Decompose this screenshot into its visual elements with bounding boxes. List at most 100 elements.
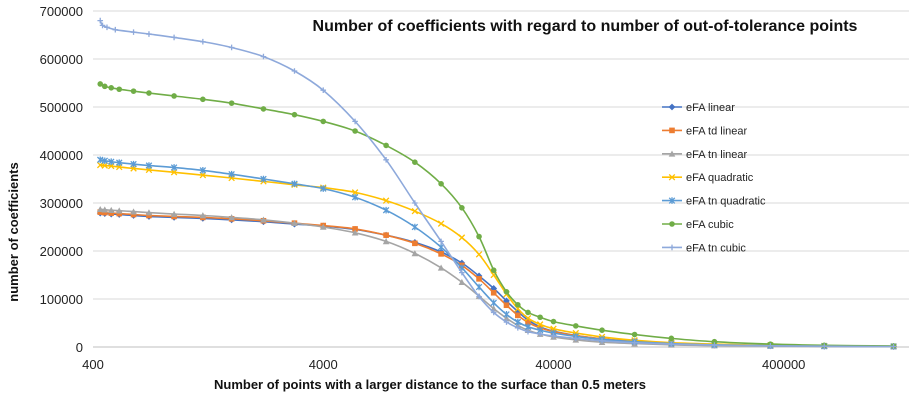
data-point bbox=[107, 206, 115, 213]
data-point bbox=[711, 338, 718, 345]
data-point bbox=[228, 214, 235, 221]
y-tick-label: 0 bbox=[76, 340, 83, 355]
legend-marker bbox=[669, 221, 675, 227]
data-point bbox=[458, 278, 466, 285]
legend-marker bbox=[668, 103, 676, 111]
data-point bbox=[525, 328, 531, 335]
legend-marker bbox=[668, 197, 676, 204]
data-point bbox=[490, 309, 497, 316]
y-tick-label: 600000 bbox=[40, 52, 83, 67]
legend-item: eFA linear bbox=[662, 102, 735, 114]
data-point bbox=[458, 234, 466, 241]
legend-item: eFA quadratic bbox=[662, 172, 754, 184]
data-point bbox=[537, 331, 543, 337]
data-point bbox=[573, 335, 579, 342]
data-point bbox=[260, 216, 267, 223]
data-point bbox=[170, 210, 178, 217]
data-point bbox=[476, 293, 482, 300]
data-point bbox=[96, 205, 104, 213]
data-point bbox=[573, 323, 579, 329]
legend-label: eFA cubic bbox=[686, 219, 734, 231]
data-point bbox=[351, 193, 359, 201]
legend-label: eFA tn linear bbox=[686, 149, 747, 161]
data-point bbox=[108, 85, 115, 91]
legend-marker bbox=[668, 150, 676, 157]
data-point bbox=[503, 311, 510, 318]
data-point bbox=[145, 209, 153, 216]
data-point bbox=[459, 269, 465, 276]
x-tick-label: 4000 bbox=[309, 357, 338, 372]
series-layer bbox=[96, 17, 897, 350]
data-point bbox=[170, 164, 178, 171]
data-point bbox=[515, 312, 521, 319]
axis-layer: 0 100000 200000 300000 400000 500000 600000 700… bbox=[40, 4, 909, 372]
data-point bbox=[411, 207, 419, 215]
data-point bbox=[319, 185, 327, 192]
data-point bbox=[130, 208, 137, 215]
legend-label: eFA quadratic bbox=[686, 172, 754, 184]
data-point bbox=[101, 206, 109, 213]
data-point bbox=[503, 302, 510, 309]
data-point bbox=[503, 319, 510, 325]
legend-item: eFA tn cubic bbox=[662, 242, 746, 254]
data-point bbox=[503, 289, 510, 295]
data-point bbox=[97, 209, 104, 215]
data-point bbox=[170, 169, 178, 176]
data-point bbox=[383, 157, 389, 163]
x-tick-label: 400 bbox=[82, 357, 104, 372]
data-point bbox=[550, 318, 557, 325]
data-point bbox=[599, 327, 605, 334]
data-point bbox=[890, 343, 897, 350]
data-point bbox=[412, 159, 418, 165]
data-point bbox=[476, 233, 482, 240]
data-point bbox=[199, 171, 207, 179]
data-point bbox=[525, 309, 531, 316]
data-point bbox=[351, 189, 359, 196]
data-point bbox=[490, 299, 497, 307]
data-point bbox=[291, 180, 298, 188]
data-point bbox=[146, 31, 152, 37]
data-point bbox=[171, 34, 177, 41]
series-efa-tn-quadratic bbox=[96, 156, 897, 350]
series-line bbox=[100, 159, 894, 348]
data-point bbox=[112, 26, 119, 33]
x-tick-label: 400000 bbox=[762, 357, 805, 372]
legend-label: eFA td linear bbox=[686, 125, 747, 137]
data-point bbox=[352, 118, 358, 125]
data-point bbox=[767, 343, 774, 349]
data-point bbox=[352, 226, 358, 232]
data-point bbox=[107, 158, 115, 166]
data-point bbox=[438, 238, 444, 245]
data-point bbox=[514, 318, 522, 326]
data-point bbox=[599, 337, 605, 344]
data-point bbox=[108, 210, 115, 216]
y-tick-label: 400000 bbox=[40, 148, 83, 163]
data-point bbox=[631, 331, 638, 338]
data-point bbox=[146, 90, 152, 96]
data-point bbox=[515, 301, 521, 308]
data-point bbox=[383, 232, 389, 238]
data-point bbox=[291, 68, 298, 74]
data-point bbox=[199, 212, 207, 219]
data-point bbox=[437, 264, 445, 271]
data-point bbox=[382, 206, 390, 214]
data-point bbox=[101, 209, 108, 216]
data-point bbox=[130, 211, 137, 218]
data-point bbox=[319, 223, 327, 230]
legend-item: eFA td linear bbox=[662, 125, 747, 137]
data-point bbox=[668, 341, 675, 347]
data-point bbox=[291, 219, 298, 226]
chart-title: Number of coefficients with regard to nu… bbox=[313, 18, 858, 35]
data-point bbox=[145, 162, 153, 169]
data-point bbox=[130, 29, 137, 35]
data-point bbox=[228, 100, 235, 106]
data-point bbox=[515, 325, 521, 331]
data-point bbox=[475, 251, 483, 258]
data-point bbox=[412, 200, 418, 206]
data-point bbox=[200, 96, 206, 103]
data-point bbox=[228, 44, 235, 51]
y-tick-label: 500000 bbox=[40, 100, 83, 115]
data-point bbox=[537, 314, 543, 321]
data-point bbox=[475, 283, 483, 291]
